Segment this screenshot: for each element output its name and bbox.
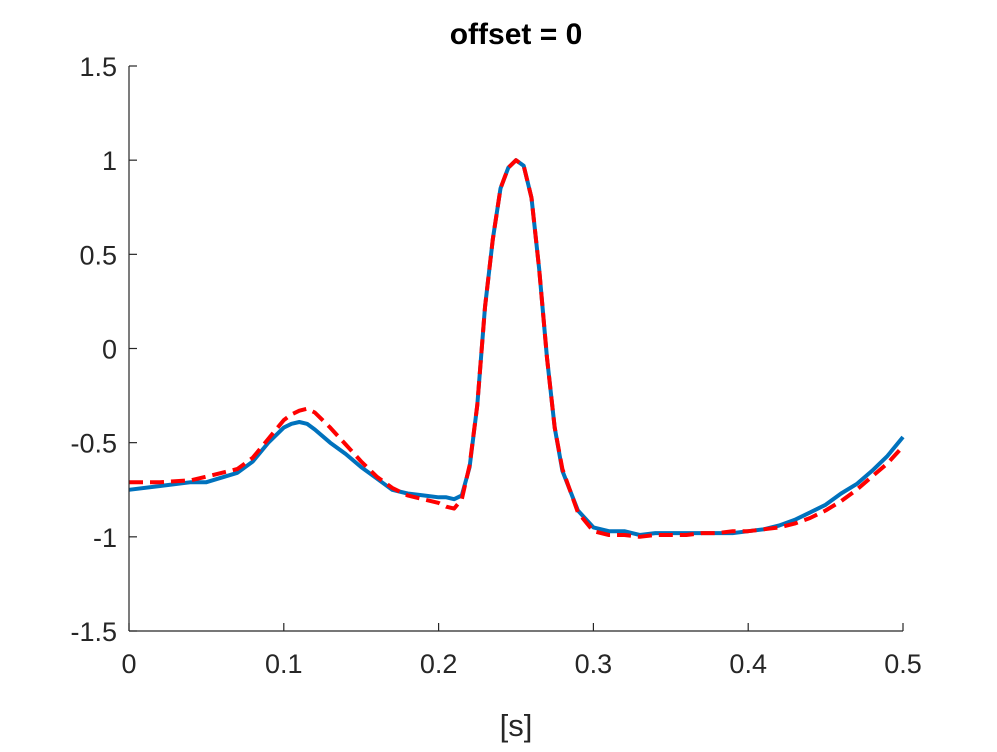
y-tick-label: -1.5 — [70, 617, 117, 647]
y-tick-label: 1 — [102, 146, 117, 176]
x-tick-label: 0.4 — [729, 649, 767, 679]
plot-area: 0 0.1 0.2 0.3 0.4 0.5 -1.5 -1 -0.5 0 0.5 1 1.5 — [70, 52, 921, 679]
chart-title: offset = 0 — [450, 18, 583, 51]
x-tick-label: 0.1 — [265, 649, 303, 679]
y-tick-label: 0.5 — [79, 240, 117, 270]
x-tick-label: 0.5 — [884, 649, 922, 679]
y-tick-label: 0 — [102, 335, 117, 365]
series-line-red-dashed — [129, 158, 905, 539]
x-tick-label: 0.2 — [420, 649, 458, 679]
y-tick-label: -1 — [93, 523, 117, 553]
y-tick-label: -0.5 — [70, 429, 117, 459]
x-tick-label: 0 — [121, 649, 136, 679]
x-tick-label: 0.3 — [575, 649, 613, 679]
y-tick-label: 1.5 — [79, 52, 117, 82]
x-axis-label: [s] — [500, 708, 533, 743]
